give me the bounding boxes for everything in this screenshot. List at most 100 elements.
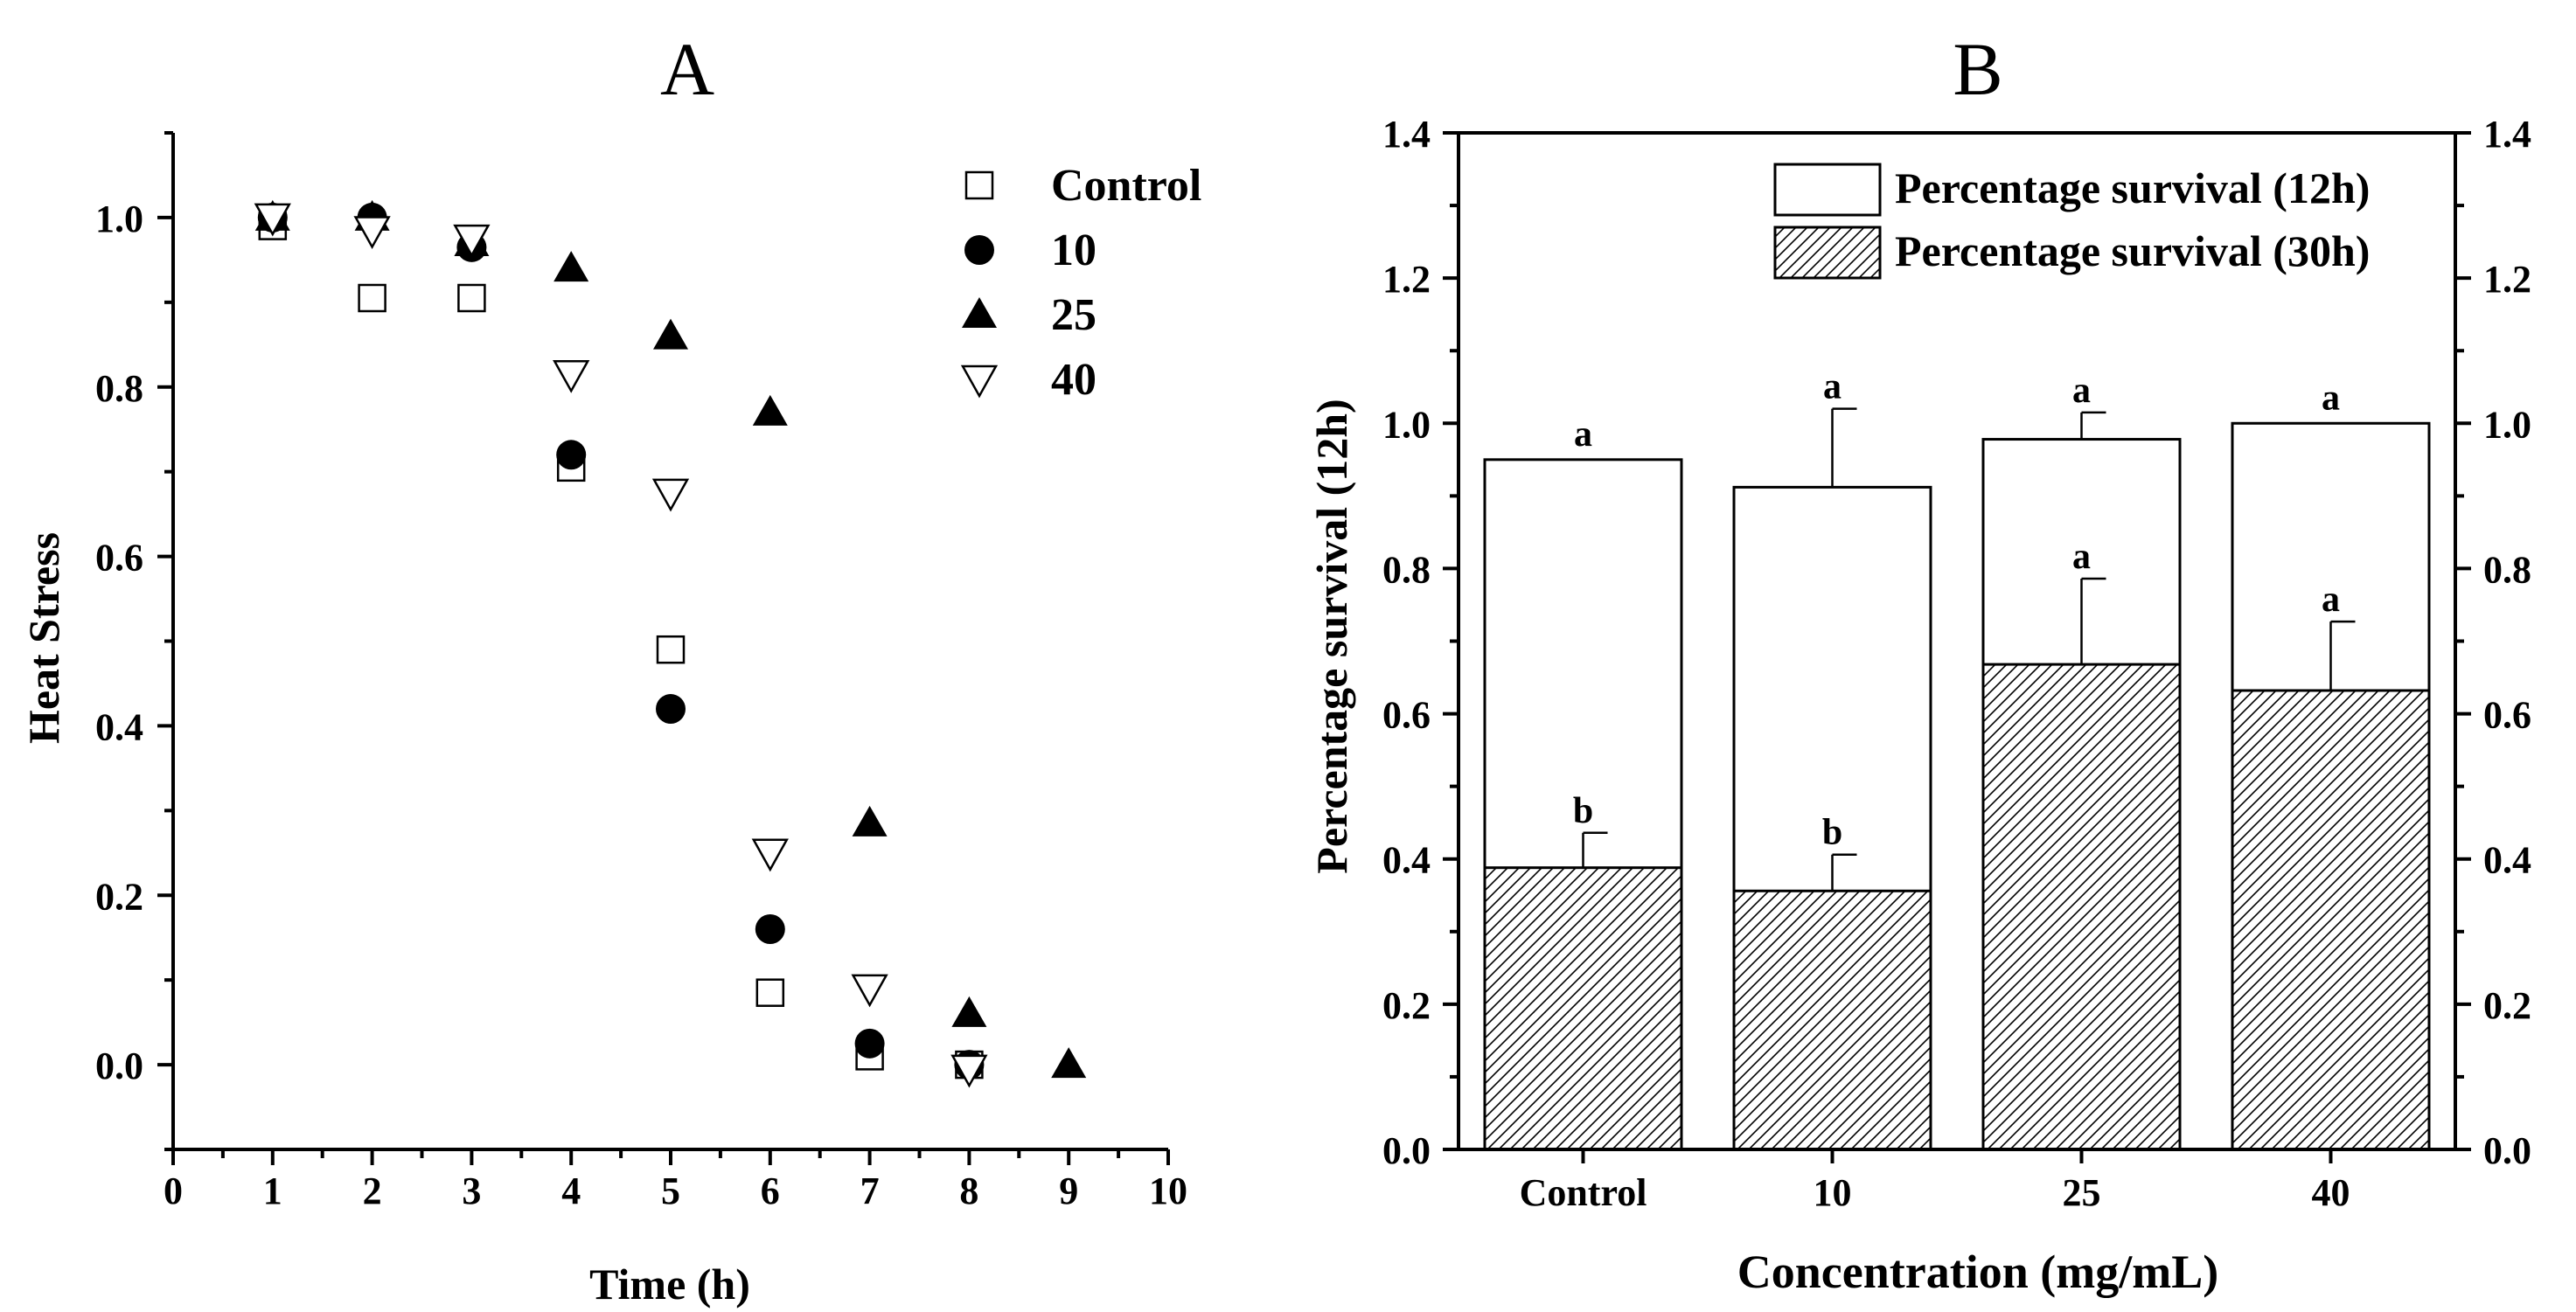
panel-a-x-tick-label: 0 <box>164 1170 183 1212</box>
panel-a-x-tick-label: 4 <box>561 1170 581 1212</box>
data-point <box>1051 1047 1087 1079</box>
data-point <box>852 805 888 836</box>
panel-b-x-axis-label: Concentration (mg/mL) <box>1737 1246 2218 1298</box>
panel-a-y-tick-label: 0.6 <box>95 537 143 580</box>
data-point <box>751 838 789 872</box>
panel-b-right-y-tick-label: 0.0 <box>2483 1129 2531 1172</box>
panel-b-legend-item: Percentage survival (12h) <box>1773 163 2370 217</box>
legend-label: 10 <box>1051 226 1097 275</box>
significance-letter: a <box>1823 367 1841 407</box>
panel-a-x-tick-label: 5 <box>661 1170 680 1212</box>
panel-a-series-3 <box>254 203 988 1088</box>
data-point <box>457 283 486 313</box>
panel-a-x-tick-label: 9 <box>1059 1170 1078 1212</box>
panel-a-data-points <box>254 199 1087 1088</box>
panel-b-x-tick-labels: Control 10 25 40 <box>1520 1171 2350 1214</box>
panel-b-left-y-tick-label: 0.0 <box>1382 1129 1431 1172</box>
legend-swatch <box>1773 163 1882 217</box>
panel-b-left-y-tick-label: 1.0 <box>1382 403 1431 446</box>
panel-a-x-tick-label: 6 <box>761 1170 780 1212</box>
data-point <box>358 283 386 313</box>
panel-a-x-axis-label: Time (h) <box>589 1260 750 1309</box>
significance-letter: a <box>2322 378 2340 418</box>
panel-a-x-tick-label: 1 <box>263 1170 282 1212</box>
panel-b-x-tick-label: 40 <box>2312 1171 2350 1214</box>
panel-b-right-y-tick-label: 1.4 <box>2483 113 2531 156</box>
data-point <box>755 978 785 1007</box>
panel-a-x-tick-label: 7 <box>860 1170 880 1212</box>
legend-label: Percentage survival (12h) <box>1895 163 2370 212</box>
data-point <box>950 1054 988 1088</box>
panel-a-x-tick-label: 10 <box>1149 1170 1187 1212</box>
data-point <box>851 974 888 1008</box>
data-point <box>752 394 788 426</box>
bar-30h <box>2231 689 2431 1151</box>
bar-30h <box>1732 889 1932 1151</box>
panel-b-right-y-tick-label: 0.6 <box>2483 694 2531 737</box>
panel-a-legend-item: 40 <box>960 355 1097 405</box>
data-point <box>656 635 686 664</box>
data-point <box>553 251 589 282</box>
panel-b-left-y-tick-label: 0.2 <box>1382 984 1431 1027</box>
significance-letter: b <box>1822 813 1842 853</box>
panel-a-x-tick-label: 8 <box>959 1170 978 1212</box>
legend-label: 25 <box>1051 290 1097 340</box>
panel-b-right-y-tick-label: 0.8 <box>2483 548 2531 591</box>
data-point <box>553 359 590 393</box>
legend-marker <box>962 297 997 328</box>
panel-a-x-tick-label: 3 <box>462 1170 481 1212</box>
panel-b-right-y-tick-label: 0.4 <box>2483 839 2531 882</box>
panel-b-legend: Percentage survival (12h) Percentage surv… <box>1773 163 2370 280</box>
panel-a-y-axis-label: Heat Stress <box>19 532 68 744</box>
data-point <box>651 478 690 512</box>
data-point <box>653 318 688 350</box>
panel-a-axes <box>157 131 1170 1165</box>
legend-marker <box>960 364 999 399</box>
legend-swatch <box>1773 226 1882 280</box>
panel-b-left-y-tick-label: 1.2 <box>1382 258 1431 301</box>
panel-a-legend-item: 25 <box>962 290 1097 340</box>
data-point <box>755 914 785 945</box>
significance-letter: b <box>1573 791 1593 831</box>
panel-b-x-tick-label: 10 <box>1814 1171 1852 1214</box>
panel-a-x-tick-label: 2 <box>363 1170 382 1212</box>
panel-a-x-tick-labels: 0 1 2 3 4 5 6 7 8 9 10 <box>164 1170 1187 1212</box>
panel-a-y-tick-label: 1.0 <box>95 198 143 240</box>
legend-label: 40 <box>1051 355 1097 405</box>
panel-b-y-axis-label: Percentage survival (12h) <box>1307 399 1356 873</box>
panel-a: A 0 1 2 3 4 5 6 7 8 9 10 0.0 0.2 0.4 0.6 0.8 1.0 Contro… <box>19 27 1201 1309</box>
significance-letter: a <box>2072 371 2091 411</box>
panel-b-x-tick-label: 25 <box>2063 1171 2101 1214</box>
legend-label: Percentage survival (30h) <box>1895 226 2370 275</box>
legend-marker <box>964 170 994 200</box>
panel-b-y-tick-labels: 0.0 0.0 0.2 0.2 0.4 0.4 0.6 0.6 0.8 0.8 1.0 1.0 1.2 1… <box>1382 113 2531 1172</box>
bar-30h <box>1981 663 2182 1151</box>
significance-letter: a <box>2072 537 2091 577</box>
panel-b-right-y-tick-label: 0.2 <box>2483 984 2531 1027</box>
panel-a-legend-item: 10 <box>964 226 1097 275</box>
panel-a-series-1 <box>257 202 985 1080</box>
legend-marker <box>964 235 994 265</box>
data-point <box>951 996 987 1027</box>
data-point <box>353 216 391 250</box>
significance-letter: a <box>2322 580 2340 620</box>
data-point <box>254 203 291 237</box>
panel-a-title: A <box>660 27 714 111</box>
data-point <box>854 1028 885 1059</box>
panel-b-left-y-tick-label: 0.4 <box>1382 839 1431 882</box>
panel-b-title: B <box>1953 27 2002 111</box>
panel-b-left-y-tick-label: 0.8 <box>1382 548 1431 591</box>
panel-b-axes <box>1443 131 2471 1163</box>
panel-b-legend-item: Percentage survival (30h) <box>1773 226 2370 280</box>
panel-b-bars: a b a b a a a a <box>1483 367 2431 1151</box>
legend-label: Control <box>1051 161 1201 211</box>
panel-a-series-0 <box>258 212 984 1079</box>
data-point <box>556 440 587 470</box>
panel-a-y-tick-label: 0.0 <box>95 1045 143 1087</box>
panel-b-right-y-tick-label: 1.2 <box>2483 258 2531 301</box>
panel-b-left-y-tick-label: 0.6 <box>1382 694 1431 737</box>
panel-a-y-tick-label: 0.8 <box>95 367 143 410</box>
data-point <box>656 694 686 725</box>
panel-b-x-tick-label: Control <box>1520 1171 1647 1214</box>
significance-letter: a <box>1574 414 1592 455</box>
